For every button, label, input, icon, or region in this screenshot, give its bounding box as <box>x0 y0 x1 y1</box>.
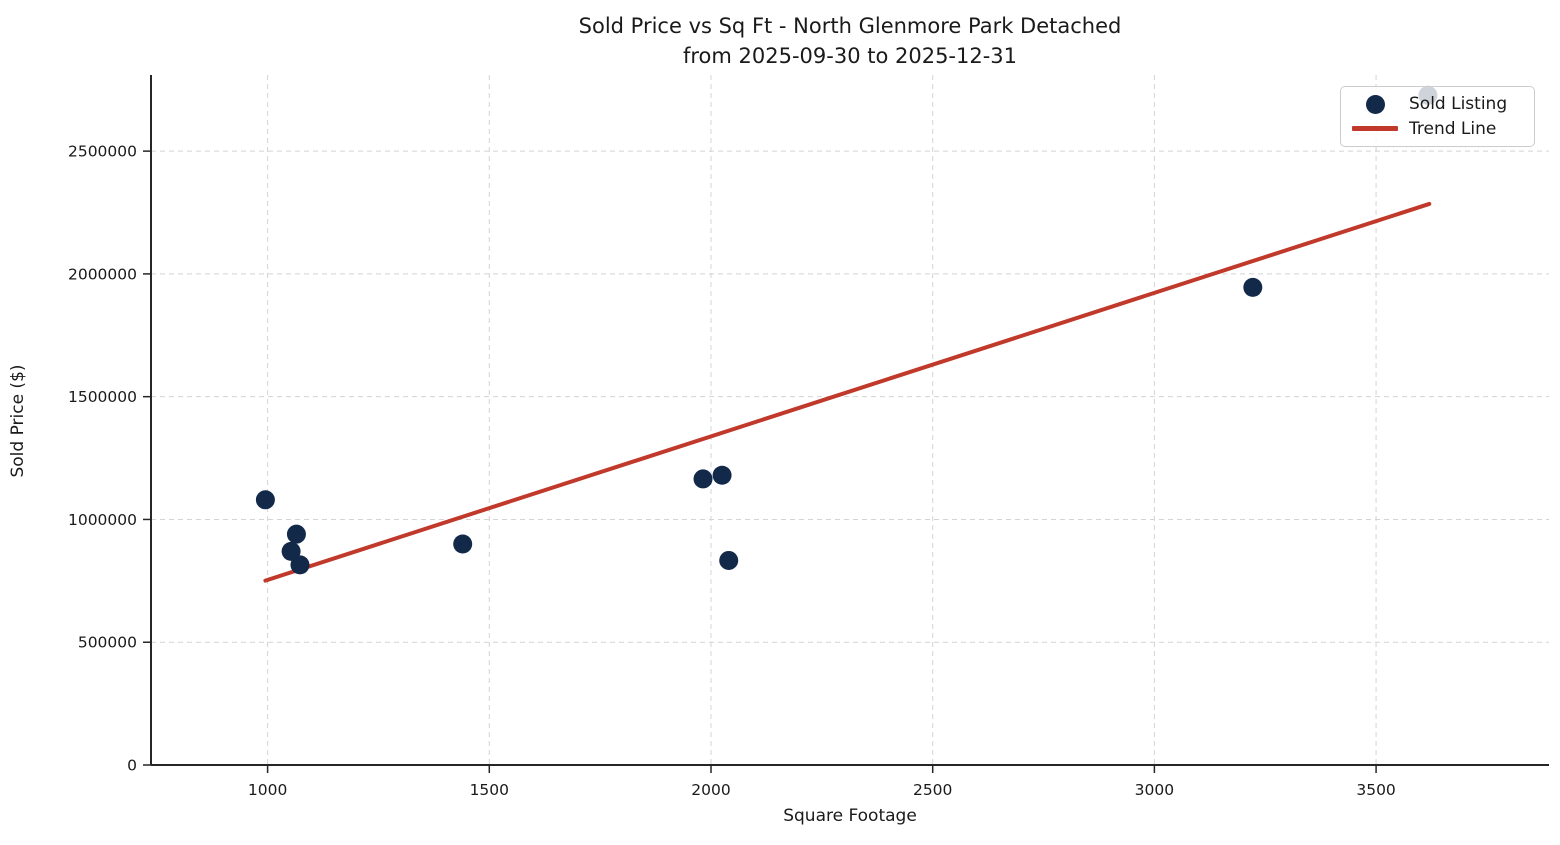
y-tick-label: 0 <box>127 757 137 775</box>
x-tick-label: 2000 <box>691 781 730 799</box>
chart-title-line1: Sold Price vs Sq Ft - North Glenmore Par… <box>578 14 1122 38</box>
y-tick-label: 500000 <box>78 634 137 652</box>
scatter-point <box>290 555 310 575</box>
trend-line <box>263 201 1432 583</box>
scatter-point <box>286 524 306 544</box>
scatter-point <box>255 490 275 510</box>
legend-marker-col <box>1349 94 1401 114</box>
y-tick-label: 1500000 <box>68 388 137 406</box>
x-tick-label: 1500 <box>470 781 509 799</box>
y-tick-label: 2500000 <box>68 143 137 161</box>
trend-line-icon <box>1352 126 1398 132</box>
x-axis-label: Square Footage <box>783 806 917 826</box>
legend-marker-col <box>1349 126 1401 132</box>
scatter-point <box>693 469 713 489</box>
legend-item-sold-listing: Sold Listing <box>1349 92 1526 117</box>
scatter-point <box>281 541 301 561</box>
scatter-point <box>712 465 732 485</box>
scatter-point <box>719 550 739 570</box>
x-tick-label: 3000 <box>1135 781 1174 799</box>
legend-item-trend-line: Trend Line <box>1349 117 1526 142</box>
legend-label-trend-line: Trend Line <box>1409 118 1497 139</box>
scatter-point <box>453 534 473 554</box>
legend-label-sold-listing: Sold Listing <box>1409 94 1508 115</box>
chart-title-line2: from 2025-09-30 to 2025-12-31 <box>682 44 1018 68</box>
y-tick-label: 2000000 <box>68 265 137 283</box>
legend-box: Sold Listing Trend Line <box>1340 86 1535 147</box>
scatter-point <box>1243 277 1263 297</box>
x-tick-label: 3500 <box>1356 781 1395 799</box>
x-tick-label: 1000 <box>248 781 287 799</box>
y-axis-label: Sold Price ($) <box>8 364 28 478</box>
chart-title: Sold Price vs Sq Ft - North Glenmore Par… <box>151 11 1549 71</box>
x-tick-label: 2500 <box>913 781 952 799</box>
sold-listing-dot-icon <box>1365 94 1385 114</box>
y-tick-label: 1000000 <box>68 511 137 529</box>
